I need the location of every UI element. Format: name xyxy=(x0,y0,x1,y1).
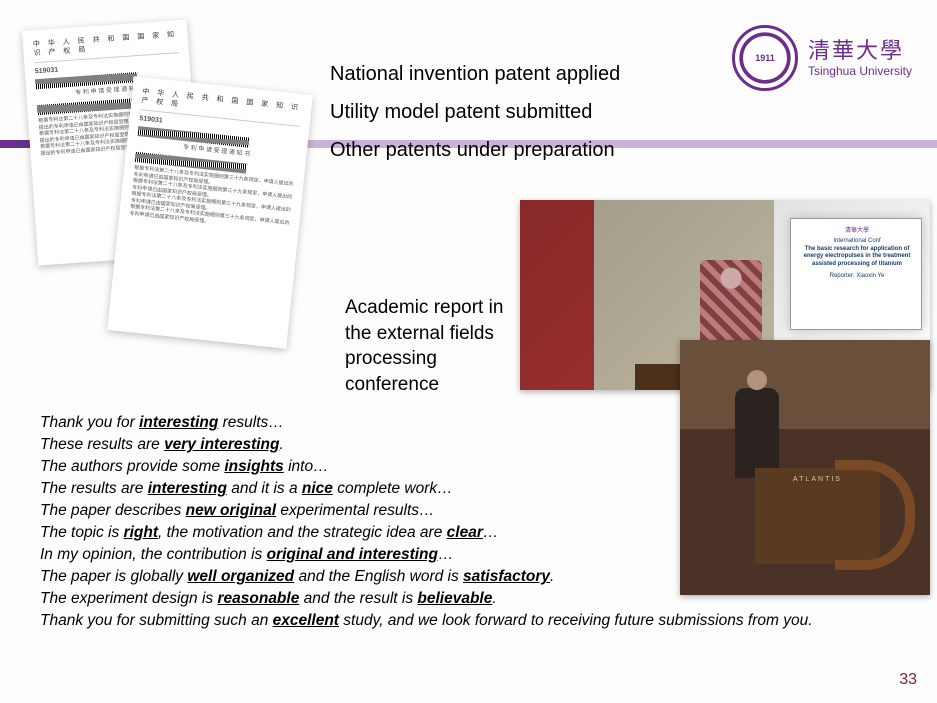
review-line-7: In my opinion, the contribution is origi… xyxy=(40,544,870,566)
review-line-10: Thank you for submitting such an excelle… xyxy=(40,610,870,632)
logo-cn: 清華大學 xyxy=(808,38,912,64)
statement-1: National invention patent applied xyxy=(330,55,620,93)
logo-seal: 1911 xyxy=(732,25,798,91)
patent-documents: 中 华 人 民 共 和 国 国 家 知 识 产 权 局 519031 专 利 申… xyxy=(10,10,310,380)
screen-line1: International Conf xyxy=(796,238,918,246)
logo-en: Tsinghua University xyxy=(808,64,912,78)
review-line-6: The topic is right, the motivation and t… xyxy=(40,522,870,544)
logo-text: 清華大學 Tsinghua University xyxy=(808,38,912,79)
statement-2: Utility model patent submitted xyxy=(330,93,620,131)
patent-statements: National invention patent applied Utilit… xyxy=(330,55,620,169)
presentation-screen: 清華大學 International Conf The basic resear… xyxy=(796,228,918,281)
patent-doc-2: 中 华 人 民 共 和 国 国 家 知 识 产 权 局 519031 专 利 申… xyxy=(107,76,313,348)
screen-line2: The basic research for application of en… xyxy=(796,246,918,269)
screen-uni: 清華大學 xyxy=(796,228,918,236)
review-line-8: The paper is globally well organized and… xyxy=(40,566,870,588)
review-line-4: The results are interesting and it is a … xyxy=(40,478,870,500)
university-logo: 1911 清華大學 Tsinghua University xyxy=(732,25,912,91)
logo-seal-year: 1911 xyxy=(755,54,775,63)
academic-report-caption: Academic report in the external fields p… xyxy=(345,295,510,398)
review-line-5: The paper describes new original experim… xyxy=(40,500,870,522)
statement-3: Other patents under preparation xyxy=(330,131,620,169)
review-quotes: Thank you for interesting results… These… xyxy=(40,412,870,632)
review-line-3: The authors provide some insights into… xyxy=(40,456,870,478)
page-number: 33 xyxy=(899,671,917,689)
review-line-9: The experiment design is reasonable and … xyxy=(40,588,870,610)
review-line-2: These results are very interesting. xyxy=(40,434,870,456)
screen-reporter: Reporter: Xiaoxin Ye xyxy=(796,273,918,281)
review-line-1: Thank you for interesting results… xyxy=(40,412,870,434)
